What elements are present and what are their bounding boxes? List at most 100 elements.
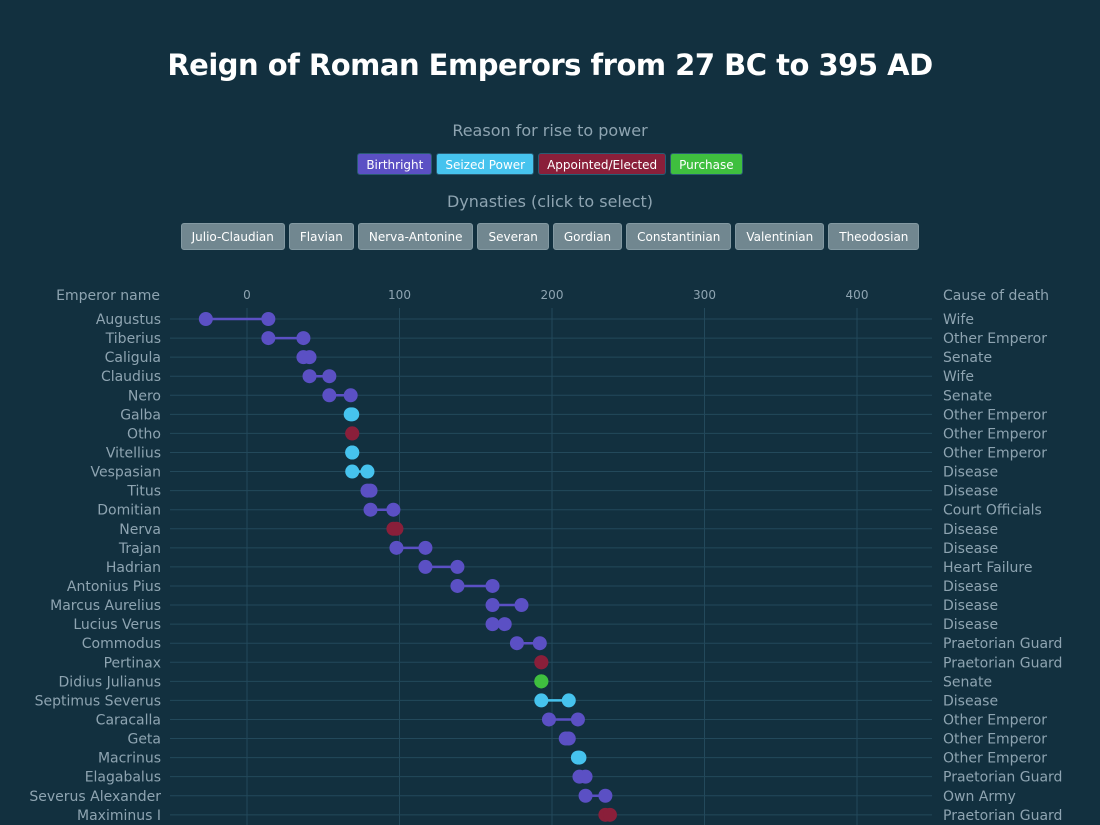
cause-of-death-label: Heart Failure	[943, 560, 1032, 576]
emperor-name-label: Antonius Pius	[67, 579, 161, 595]
emperor-name-label: Trajan	[118, 541, 161, 557]
reign-start-point	[578, 788, 593, 803]
cause-of-death-label: Other Emperor	[943, 732, 1047, 748]
emperor-name-label: Pertinax	[104, 655, 161, 671]
emperor-name-label: Maximinus I	[77, 808, 161, 824]
emperor-name-label: Claudius	[101, 369, 161, 385]
cause-of-death-label: Disease	[943, 579, 998, 595]
rise-legend-title: Reason for rise to power	[452, 121, 648, 140]
reign-start-point	[450, 578, 465, 593]
reign-end-point	[363, 483, 378, 498]
x-tick-label: 400	[846, 288, 869, 302]
dynasty-filter: Julio-Claudian Flavian Nerva-Antonine Se…	[0, 223, 1100, 250]
reign-end-point	[561, 693, 576, 708]
legend-seized-power[interactable]: Seized Power	[436, 153, 535, 175]
cause-of-death-label: Other Emperor	[943, 445, 1047, 461]
cause-of-death-label: Own Army	[943, 789, 1016, 805]
cause-of-death-label: Wife	[943, 369, 974, 385]
cause-of-death-label: Disease	[943, 693, 998, 709]
reign-start-point	[363, 502, 378, 517]
reign-end-point	[450, 559, 465, 574]
cause-of-death-label: Other Emperor	[943, 331, 1047, 347]
dynasty-button-constantinian[interactable]: Constantinian	[626, 223, 732, 250]
cause-of-death-label: Other Emperor	[943, 712, 1047, 728]
reign-end-point	[561, 731, 576, 746]
emperor-name-label: Severus Alexander	[29, 789, 161, 805]
reign-end-point	[570, 712, 585, 727]
emperor-name-label: Tiberius	[105, 331, 161, 347]
cause-of-death-label: Other Emperor	[943, 426, 1047, 442]
reign-end-point	[345, 407, 360, 422]
emperor-name-label: Vespasian	[91, 465, 162, 481]
reign-end-point	[418, 540, 433, 555]
reign-start-point	[389, 540, 404, 555]
cause-of-death-label: Disease	[943, 522, 998, 538]
reign-end-point	[578, 769, 593, 784]
cause-of-death-label: Disease	[943, 465, 998, 481]
dynasty-button-nerva-antonine[interactable]: Nerva-Antonine	[357, 223, 474, 250]
cause-of-death-label: Disease	[943, 541, 998, 557]
emperor-name-label: Septimus Severus	[35, 693, 161, 709]
reign-start-point	[418, 559, 433, 574]
x-tick-label: 0	[243, 288, 251, 302]
left-column-header: Emperor name	[56, 288, 160, 304]
emperor-name-label: Didius Julianus	[59, 674, 161, 690]
reign-end-point	[345, 426, 360, 441]
reign-end-point	[532, 636, 547, 651]
legend-birthright[interactable]: Birthright	[357, 153, 433, 175]
dynasty-button-flavian[interactable]: Flavian	[288, 223, 354, 250]
cause-of-death-label: Praetorian Guard	[943, 636, 1062, 652]
reign-start-point	[345, 464, 360, 479]
cause-of-death-label: Court Officials	[943, 503, 1042, 519]
cause-of-death-label: Disease	[943, 598, 998, 614]
emperor-name-label: Augustus	[96, 312, 161, 328]
cause-of-death-label: Other Emperor	[943, 407, 1047, 423]
right-column-header: Cause of death	[943, 288, 1049, 304]
emperor-name-label: Nero	[128, 388, 161, 404]
reign-end-point	[534, 674, 549, 689]
reign-start-point	[509, 636, 524, 651]
dynasty-button-theodosian[interactable]: Theodosian	[828, 223, 920, 250]
dynasty-button-valentinian[interactable]: Valentinian	[735, 223, 825, 250]
cause-of-death-label: Praetorian Guard	[943, 655, 1062, 671]
reign-end-point	[485, 578, 500, 593]
cause-of-death-label: Senate	[943, 350, 992, 366]
reign-end-point	[497, 617, 512, 632]
reign-end-point	[302, 350, 317, 365]
dynasty-button-gordian[interactable]: Gordian	[552, 223, 623, 250]
legend-purchase[interactable]: Purchase	[670, 153, 743, 175]
emperor-name-label: Titus	[126, 484, 161, 500]
x-tick-label: 300	[693, 288, 716, 302]
reign-start-point	[541, 712, 556, 727]
reign-end-point	[534, 655, 549, 670]
dynasty-button-severan[interactable]: Severan	[477, 223, 549, 250]
reign-end-point	[602, 807, 617, 822]
x-tick-label: 200	[541, 288, 564, 302]
cause-of-death-label: Other Emperor	[943, 751, 1047, 767]
emperor-name-label: Hadrian	[106, 560, 161, 576]
reign-start-point	[322, 388, 337, 403]
cause-of-death-label: Senate	[943, 388, 992, 404]
emperor-name-label: Galba	[120, 407, 161, 423]
cause-of-death-label: Disease	[943, 484, 998, 500]
emperor-name-label: Elagabalus	[85, 770, 161, 786]
emperor-name-label: Geta	[127, 732, 161, 748]
reign-end-point	[572, 750, 587, 765]
emperor-name-label: Macrinus	[98, 751, 161, 767]
reign-start-point	[261, 331, 276, 346]
cause-of-death-label: Disease	[943, 617, 998, 633]
rise-legend: Birthright Seized Power Appointed/Electe…	[0, 153, 1100, 175]
dynasty-button-julio-claudian[interactable]: Julio-Claudian	[180, 223, 285, 250]
cause-of-death-label: Praetorian Guard	[943, 770, 1062, 786]
emperor-name-label: Vitellius	[106, 445, 161, 461]
legend-appointed-elected[interactable]: Appointed/Elected	[538, 153, 667, 175]
emperor-name-label: Caracalla	[96, 712, 161, 728]
emperor-name-label: Lucius Verus	[73, 617, 161, 633]
reign-start-point	[485, 617, 500, 632]
emperor-name-label: Domitian	[97, 503, 161, 519]
cause-of-death-label: Senate	[943, 674, 992, 690]
cause-of-death-label: Wife	[943, 312, 974, 328]
emperor-name-label: Caligula	[105, 350, 161, 366]
reign-end-point	[598, 788, 613, 803]
